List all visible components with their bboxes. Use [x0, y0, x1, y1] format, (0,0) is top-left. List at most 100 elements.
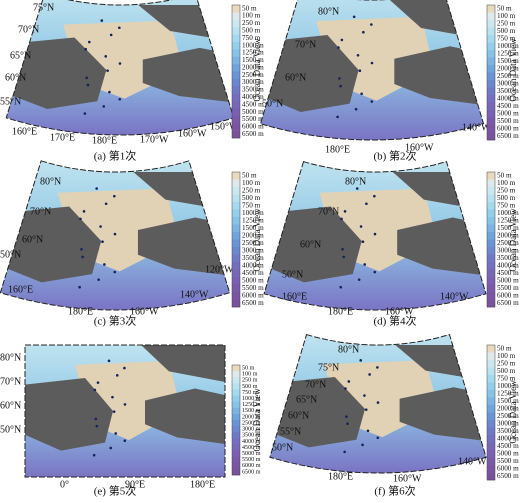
station	[106, 69, 109, 72]
station	[113, 194, 116, 198]
colorbar-label: 2000 m	[242, 414, 261, 420]
lat-label: 70°N	[30, 206, 51, 217]
lon-label: 160°W	[178, 128, 207, 139]
colorbar-swatch	[232, 49, 240, 58]
colorbar-label: 1250 m	[497, 49, 519, 57]
station	[338, 77, 341, 80]
colorbar-label: 6000 m	[497, 291, 519, 299]
colorbar-swatch	[487, 95, 495, 103]
station	[373, 232, 377, 236]
colorbar-swatch	[487, 284, 495, 293]
colorbar-title: Ocean Data View	[508, 38, 518, 102]
colorbar-label: 4500 m	[242, 269, 264, 277]
colorbar-swatch	[232, 217, 240, 225]
station	[99, 225, 102, 228]
landmass	[260, 35, 359, 112]
station	[339, 84, 342, 88]
colorbar-swatch	[487, 57, 495, 66]
landmass	[25, 378, 113, 451]
station	[92, 453, 96, 457]
colorbar-label: 5000 m	[497, 109, 519, 117]
colorbar-frame	[486, 344, 496, 481]
colorbar-swatch	[232, 172, 240, 180]
colorbar-label: 6500 m	[242, 130, 264, 138]
colorbar-swatch	[487, 217, 495, 225]
colorbar-swatch	[232, 115, 240, 124]
landmass	[269, 377, 366, 448]
colorbar-swatch	[232, 247, 240, 255]
colorbar-label: 1000 m	[242, 396, 261, 402]
colorbar-frame	[231, 171, 241, 308]
colorbar-label: 500 m	[497, 27, 516, 35]
lat-label: 70°N	[0, 376, 21, 387]
station	[84, 47, 88, 51]
colorbar-frame	[231, 364, 241, 476]
station	[83, 112, 87, 115]
lon-label: 180°E	[325, 144, 350, 155]
colorbar-label: 250 m	[242, 378, 258, 384]
station	[104, 202, 108, 206]
station	[123, 439, 127, 443]
colorbar-swatch	[487, 132, 495, 141]
colorbar-label: 2000 m	[497, 404, 519, 412]
colorbar-label: 4500 m	[242, 445, 261, 451]
station	[114, 432, 118, 435]
colorbar-label: 3000 m	[497, 79, 519, 87]
colorbar-label: 2000 m	[242, 63, 264, 71]
colorbar-swatch	[232, 371, 240, 378]
colorbar-label: 1250 m	[242, 402, 261, 408]
colorbar-label: 4000 m	[497, 94, 519, 102]
colorbar-label: 2000 m	[497, 231, 519, 239]
station	[356, 54, 360, 57]
colorbar-swatch	[232, 64, 240, 72]
colorbar-label: 2000 m	[242, 231, 264, 239]
station	[345, 415, 348, 418]
colorbar-swatch	[232, 123, 240, 131]
colorbar-swatch	[487, 72, 495, 81]
station	[359, 359, 363, 362]
colorbar-label: 250 m	[242, 19, 261, 27]
station	[118, 62, 122, 65]
colorbar-label: 2500 m	[497, 412, 519, 420]
landmass	[145, 388, 225, 444]
colorbar-swatch	[487, 20, 495, 28]
colorbar-swatch	[232, 395, 240, 402]
map-frame	[5, 0, 235, 136]
station	[123, 403, 127, 406]
station	[368, 373, 371, 376]
colorbar-label: 1000 m	[497, 382, 519, 390]
colorbar-swatch	[232, 93, 240, 102]
colorbar-label: 3500 m	[497, 427, 519, 435]
lat-label: 50°N	[272, 442, 293, 453]
station	[101, 240, 104, 243]
lon-label: 160°W	[385, 306, 414, 317]
station	[107, 359, 111, 363]
colorbar-swatch	[487, 117, 495, 126]
station	[341, 247, 344, 251]
colorbar-label: 6500 m	[242, 469, 261, 475]
colorbar-label: 750 m	[497, 34, 516, 42]
colorbar-title: Ocean Data View	[252, 38, 262, 102]
colorbar-swatch	[487, 299, 495, 308]
colorbar-label: 4000 m	[497, 261, 519, 269]
colorbar-label: 4000 m	[242, 439, 261, 445]
station	[87, 40, 91, 44]
colorbar-swatch	[487, 427, 495, 436]
colorbar-swatch	[487, 412, 495, 421]
map-panel: 80°N 75°N 70°N 65°N 60°N 55°N 50°N 180°E 160°W 14…	[269, 333, 519, 498]
colorbar-swatch	[232, 34, 240, 43]
colorbar-label: 6000 m	[497, 124, 519, 132]
colorbar-label: 2500 m	[242, 420, 261, 426]
station	[109, 33, 113, 37]
colorbar-label: 1500 m	[242, 408, 261, 414]
station	[376, 366, 379, 369]
colorbar-swatch	[487, 420, 495, 428]
station	[343, 450, 346, 454]
colorbar-label: 500 m	[497, 367, 516, 375]
colorbar-label: 3500 m	[497, 254, 519, 262]
lat-label: 70°N	[295, 39, 316, 50]
colorbar-label: 5500 m	[497, 284, 519, 292]
lat-label: 50°N	[282, 269, 303, 280]
colorbar-swatch	[232, 27, 240, 35]
colorbar-label: 1000 m	[242, 41, 264, 49]
